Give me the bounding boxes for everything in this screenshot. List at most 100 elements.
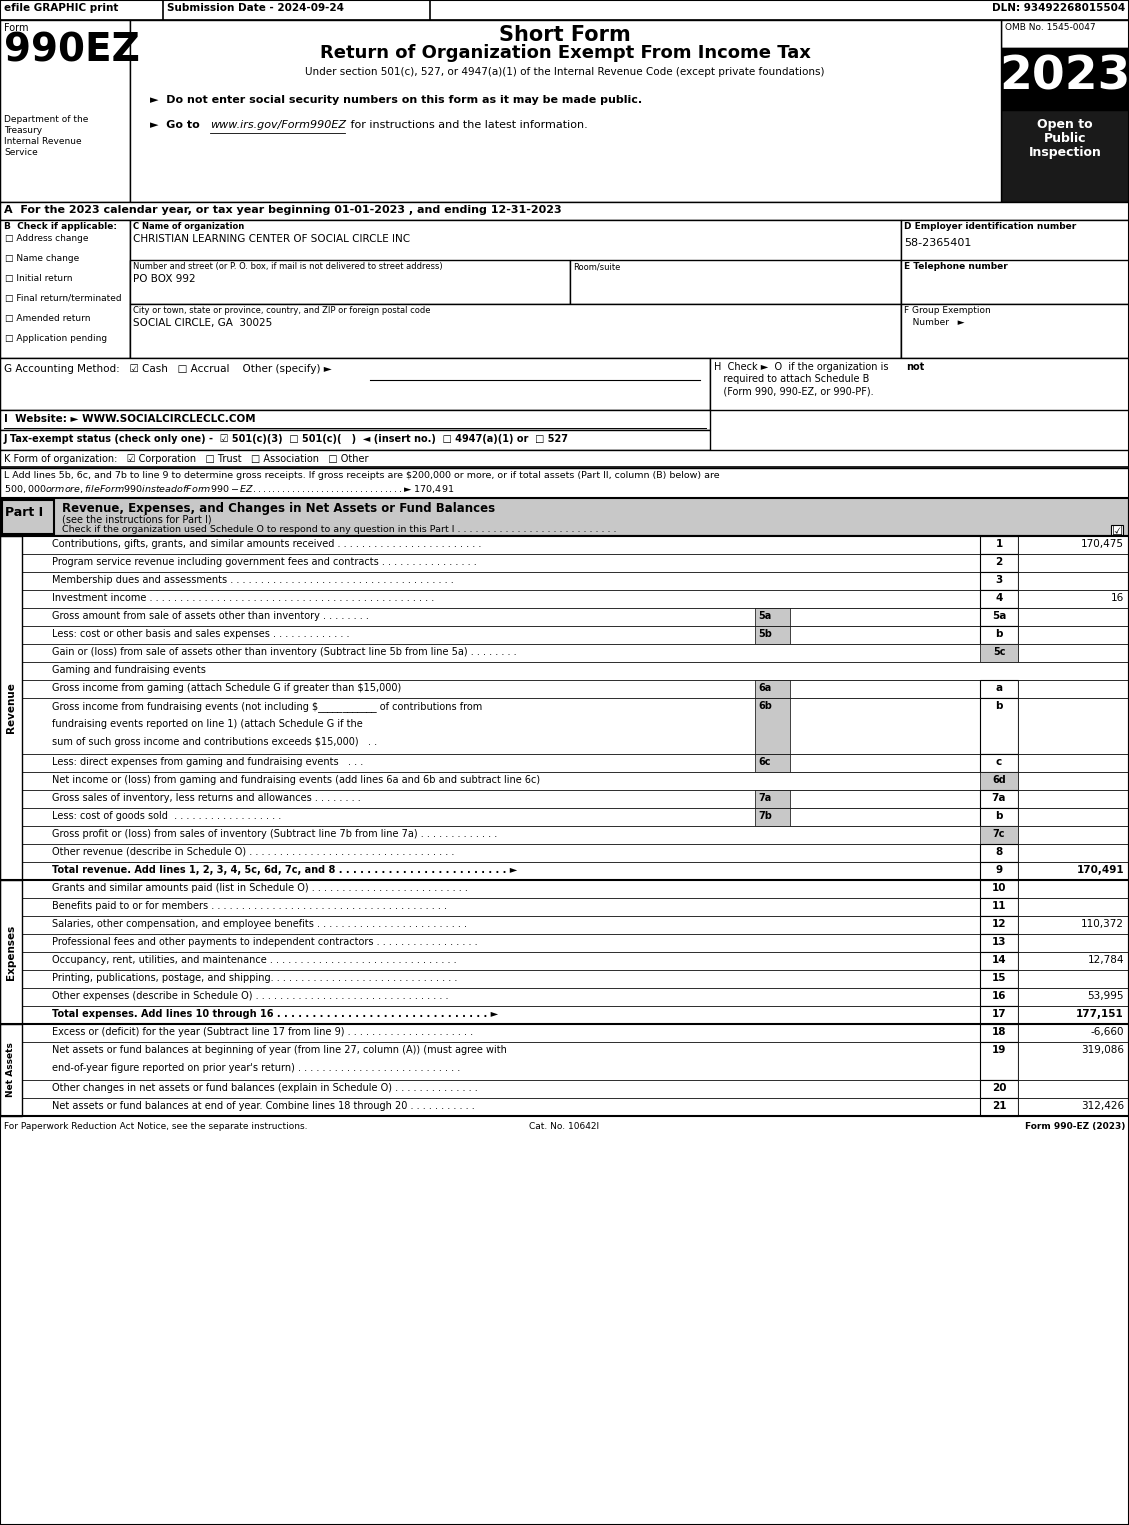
Bar xyxy=(0,1023,21,1116)
Text: 7a: 7a xyxy=(991,793,1006,804)
Text: 319,086: 319,086 xyxy=(1080,1045,1124,1055)
Bar xyxy=(21,970,1129,988)
Bar xyxy=(21,572,1129,590)
Bar xyxy=(0,201,1129,220)
Text: 8: 8 xyxy=(996,846,1003,857)
Bar xyxy=(980,608,1018,625)
Bar xyxy=(980,698,1018,753)
Text: J Tax-exempt status (check only one) -  ☑ 501(c)(3)  □ 501(c)(   )  ◄ (insert no: J Tax-exempt status (check only one) - ☑… xyxy=(5,435,569,444)
Text: Form: Form xyxy=(5,23,28,34)
Bar xyxy=(21,644,1129,662)
Bar xyxy=(1018,590,1129,608)
Bar xyxy=(0,880,21,1023)
Text: 11: 11 xyxy=(991,901,1006,910)
Text: Salaries, other compensation, and employee benefits . . . . . . . . . . . . . . : Salaries, other compensation, and employ… xyxy=(52,920,467,929)
Text: Contributions, gifts, grants, and similar amounts received . . . . . . . . . . .: Contributions, gifts, grants, and simila… xyxy=(52,538,481,549)
Bar xyxy=(1018,880,1129,898)
Bar xyxy=(21,1006,1129,1023)
Bar xyxy=(21,917,1129,933)
Text: ☑: ☑ xyxy=(1112,525,1123,538)
Text: Revenue: Revenue xyxy=(6,683,16,734)
Bar xyxy=(0,450,1129,468)
Bar xyxy=(1018,862,1129,880)
Bar xyxy=(790,698,980,753)
Text: 13: 13 xyxy=(991,936,1006,947)
Text: Return of Organization Exempt From Income Tax: Return of Organization Exempt From Incom… xyxy=(320,44,811,63)
Text: For Paperwork Reduction Act Notice, see the separate instructions.: For Paperwork Reduction Act Notice, see … xyxy=(5,1122,307,1132)
Text: Membership dues and assessments . . . . . . . . . . . . . . . . . . . . . . . . : Membership dues and assessments . . . . … xyxy=(52,575,454,586)
Bar xyxy=(755,625,980,644)
Text: L Add lines 5b, 6c, and 7b to line 9 to determine gross receipts. If gross recei: L Add lines 5b, 6c, and 7b to line 9 to … xyxy=(5,471,719,480)
Text: □ Address change: □ Address change xyxy=(5,233,88,242)
Bar xyxy=(980,572,1018,590)
Text: Part I: Part I xyxy=(5,506,43,518)
Text: 5b: 5b xyxy=(758,628,772,639)
Bar xyxy=(21,662,1129,680)
Text: b: b xyxy=(996,702,1003,711)
Bar xyxy=(0,0,1129,20)
Text: 9: 9 xyxy=(996,865,1003,875)
Bar xyxy=(980,952,1018,970)
Text: Public: Public xyxy=(1043,133,1086,145)
Bar xyxy=(21,608,1129,625)
Bar xyxy=(790,790,980,808)
Bar xyxy=(0,410,710,430)
Bar xyxy=(790,680,980,698)
Text: CHRISTIAN LEARNING CENTER OF SOCIAL CIRCLE INC: CHRISTIAN LEARNING CENTER OF SOCIAL CIRC… xyxy=(133,233,410,244)
Text: City or town, state or province, country, and ZIP or foreign postal code: City or town, state or province, country… xyxy=(133,307,430,316)
Text: 2: 2 xyxy=(996,557,1003,567)
Text: (Form 990, 990-EZ, or 990-PF).: (Form 990, 990-EZ, or 990-PF). xyxy=(714,386,874,396)
Text: 19: 19 xyxy=(991,1045,1006,1055)
Bar xyxy=(0,468,1129,499)
Text: fundraising events reported on line 1) (attach Schedule G if the: fundraising events reported on line 1) (… xyxy=(52,718,362,729)
Bar xyxy=(0,499,1129,535)
Bar xyxy=(755,753,980,772)
Text: $500,000 or more, file Form 990 instead of Form 990-EZ  . . . . . . . . . . . . : $500,000 or more, file Form 990 instead … xyxy=(5,483,454,496)
Text: 3: 3 xyxy=(996,575,1003,586)
Bar xyxy=(21,590,1129,608)
Bar xyxy=(980,535,1018,554)
Text: Gross sales of inventory, less returns and allowances . . . . . . . .: Gross sales of inventory, less returns a… xyxy=(52,793,361,804)
Bar xyxy=(21,535,1129,554)
Bar xyxy=(1018,535,1129,554)
Bar xyxy=(755,680,980,698)
Bar xyxy=(21,898,1129,917)
Text: 170,491: 170,491 xyxy=(1076,865,1124,875)
Bar xyxy=(21,862,1129,880)
Bar xyxy=(1018,790,1129,808)
Bar xyxy=(755,698,980,753)
Text: 312,426: 312,426 xyxy=(1080,1101,1124,1112)
Bar xyxy=(980,625,1018,644)
Bar xyxy=(0,220,130,358)
Text: 12: 12 xyxy=(991,920,1006,929)
Text: Less: cost of goods sold  . . . . . . . . . . . . . . . . . .: Less: cost of goods sold . . . . . . . .… xyxy=(52,811,281,820)
Text: Gaming and fundraising events: Gaming and fundraising events xyxy=(52,665,205,676)
Bar xyxy=(980,970,1018,988)
Bar xyxy=(1018,808,1129,827)
Text: Gross profit or (loss) from sales of inventory (Subtract line 7b from line 7a) .: Gross profit or (loss) from sales of inv… xyxy=(52,830,497,839)
Bar xyxy=(130,20,1001,201)
Bar xyxy=(1018,698,1129,753)
Bar xyxy=(21,698,1129,753)
Bar xyxy=(790,608,980,625)
Bar xyxy=(790,625,980,644)
Bar xyxy=(755,608,980,625)
Text: Less: cost or other basis and sales expenses . . . . . . . . . . . . .: Less: cost or other basis and sales expe… xyxy=(52,628,350,639)
Bar xyxy=(570,259,901,303)
Bar xyxy=(1018,1042,1129,1080)
Text: Investment income . . . . . . . . . . . . . . . . . . . . . . . . . . . . . . . : Investment income . . . . . . . . . . . … xyxy=(52,593,435,602)
Bar xyxy=(21,625,1129,644)
Text: 5a: 5a xyxy=(758,612,771,621)
Text: Department of the: Department of the xyxy=(5,114,88,124)
Bar xyxy=(710,358,1129,410)
Text: Occupancy, rent, utilities, and maintenance . . . . . . . . . . . . . . . . . . : Occupancy, rent, utilities, and maintena… xyxy=(52,955,456,965)
Text: 4: 4 xyxy=(996,593,1003,602)
Text: H  Check ►  O  if the organization is: H Check ► O if the organization is xyxy=(714,361,892,372)
Text: 16: 16 xyxy=(991,991,1006,1000)
Text: Expenses: Expenses xyxy=(6,924,16,979)
Text: 10: 10 xyxy=(991,883,1006,894)
Text: end-of-year figure reported on prior year's return) . . . . . . . . . . . . . . : end-of-year figure reported on prior yea… xyxy=(52,1063,461,1074)
Text: 990EZ: 990EZ xyxy=(5,32,140,70)
Bar xyxy=(1001,110,1129,201)
Bar xyxy=(1018,1098,1129,1116)
